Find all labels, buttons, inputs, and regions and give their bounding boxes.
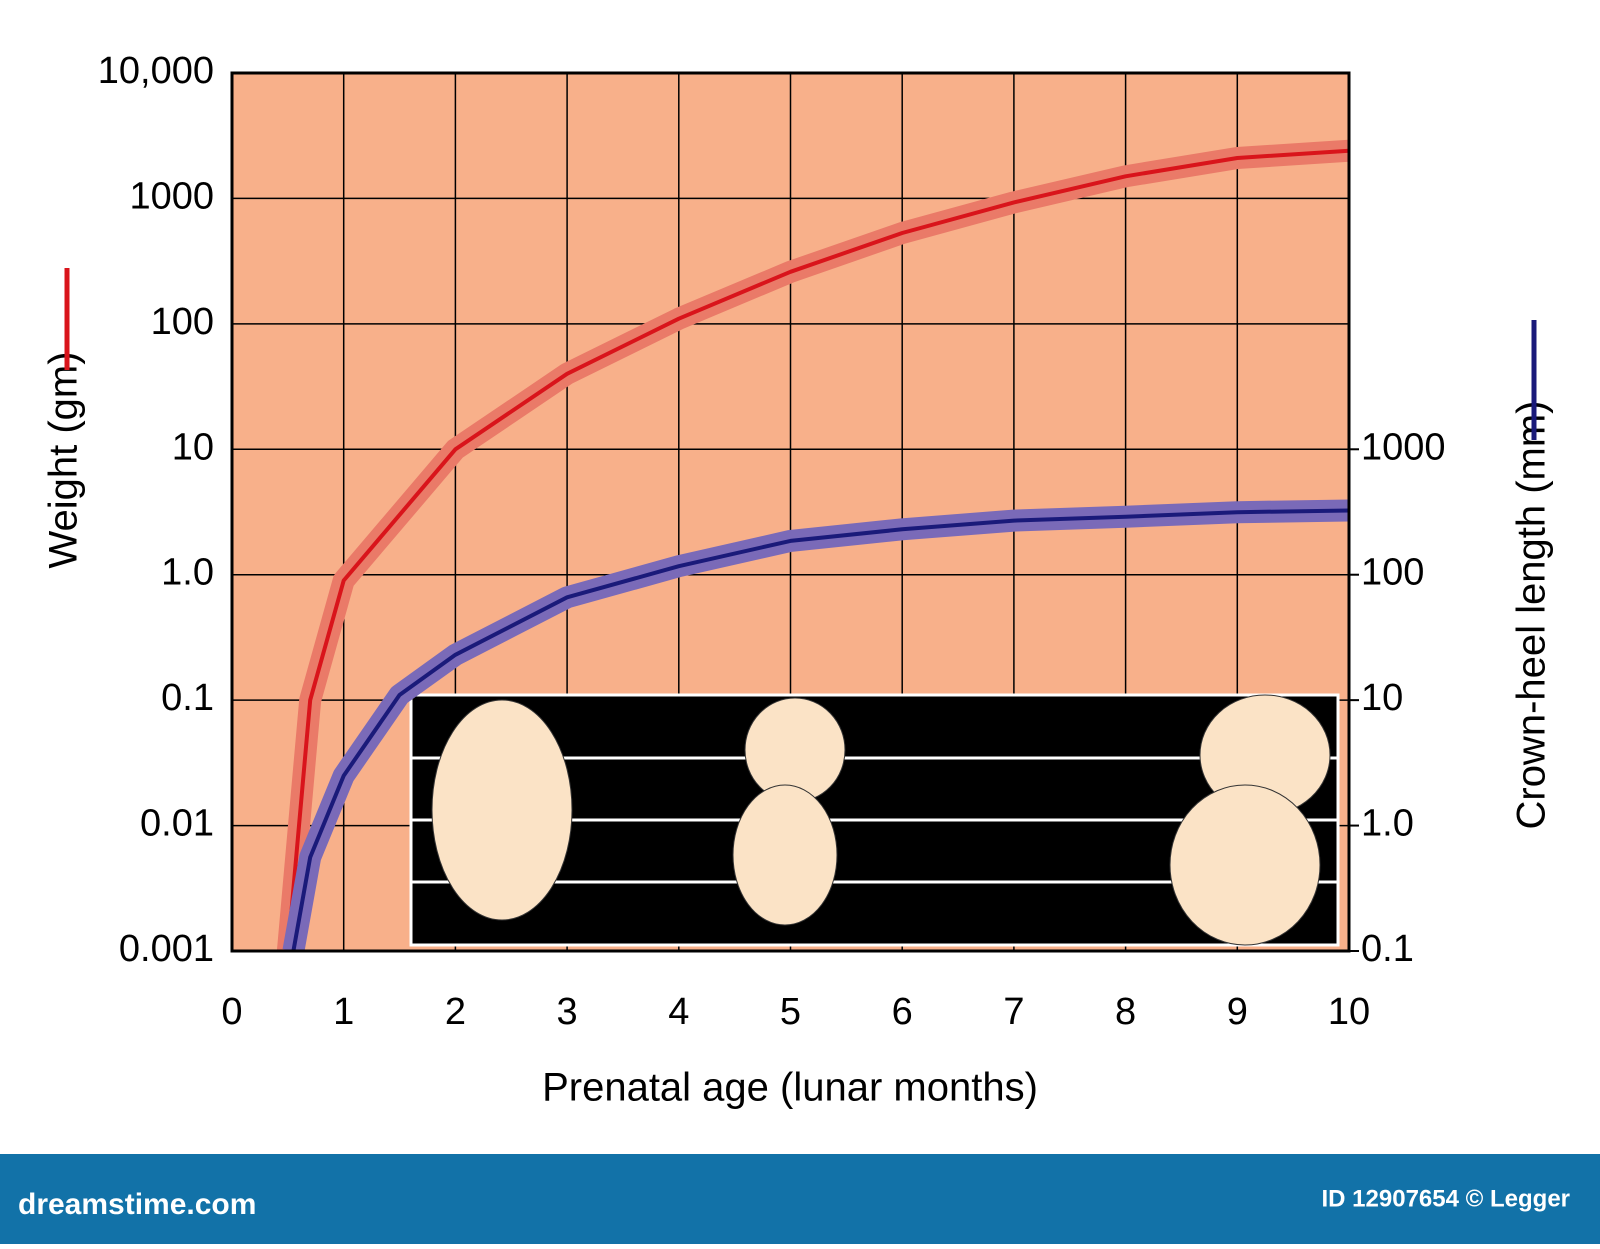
y2-tick-label: 100 xyxy=(1361,552,1424,594)
x-tick-label: 0 xyxy=(221,991,242,1033)
footer-id: ID 12907654 © Legger xyxy=(1322,1185,1570,1212)
footer-site: dreamstime.com xyxy=(18,1188,256,1221)
y-tick-label: 1.0 xyxy=(161,552,214,594)
series-line xyxy=(285,148,1349,951)
embryo xyxy=(431,699,573,921)
x-tick-label: 9 xyxy=(1227,991,1248,1033)
fetus-body xyxy=(1169,784,1321,946)
y-tick-label: 100 xyxy=(151,301,214,343)
x-tick-label: 4 xyxy=(668,991,689,1033)
x-tick-label: 2 xyxy=(445,991,466,1033)
y2-tick-label: 1.0 xyxy=(1361,803,1414,845)
y2-tick-label: 10 xyxy=(1361,677,1403,719)
plot-frame xyxy=(230,71,1351,953)
y2-axis-label: Crown-heel length (mm) xyxy=(1510,400,1554,829)
x-tick-label: 10 xyxy=(1328,991,1370,1033)
y-tick-label: 0.01 xyxy=(140,803,214,845)
y-axis-label: Weight (gm) xyxy=(42,351,86,568)
y-tick-label: 10 xyxy=(172,426,214,468)
x-tick-label: 3 xyxy=(557,991,578,1033)
footer-bar xyxy=(0,1154,1600,1244)
y2-tick-label: 0.1 xyxy=(1361,928,1414,970)
fetus-body xyxy=(732,784,838,926)
y-tick-label: 1000 xyxy=(129,175,214,217)
y2-tick-label: 1000 xyxy=(1361,426,1446,468)
x-tick-label: 1 xyxy=(333,991,354,1033)
x-tick-label: 7 xyxy=(1003,991,1024,1033)
y-tick-label: 10,000 xyxy=(98,50,214,92)
curves xyxy=(276,139,1349,951)
y-tick-label: 0.1 xyxy=(161,677,214,719)
x-tick-label: 8 xyxy=(1115,991,1136,1033)
x-axis-label: Prenatal age (lunar months) xyxy=(542,1066,1038,1110)
embryo-inset xyxy=(409,693,1340,947)
x-tick-label: 5 xyxy=(780,991,801,1033)
x-tick-label: 6 xyxy=(892,991,913,1033)
series-line xyxy=(291,508,1349,951)
y-tick-label: 0.001 xyxy=(119,928,214,970)
